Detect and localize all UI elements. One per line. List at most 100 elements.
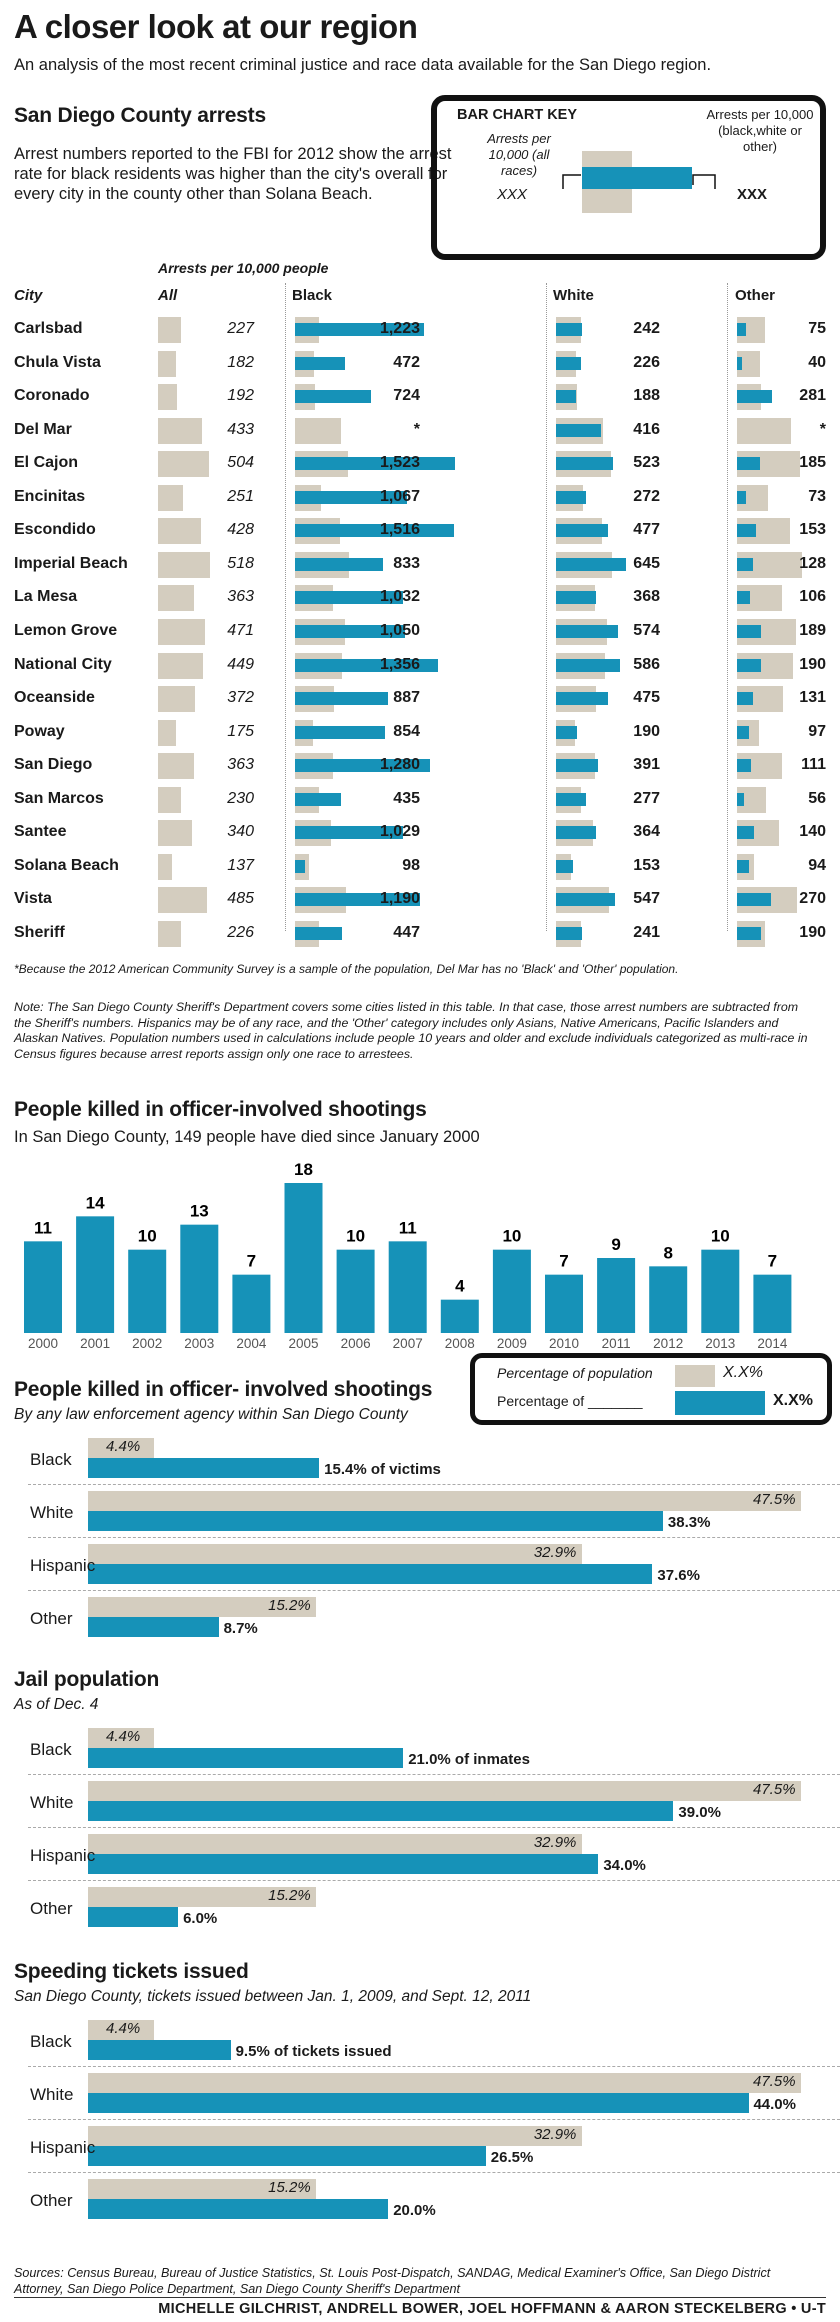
col-city: City <box>14 287 43 304</box>
city-name: Santee <box>14 823 67 841</box>
white-value: 523 <box>633 454 660 472</box>
pop-label: 47.5% <box>753 2073 796 2090</box>
all-value: 251 <box>227 487 254 505</box>
race-label: Other <box>30 1899 73 1918</box>
black-value: 724 <box>393 387 420 405</box>
divider <box>546 283 547 931</box>
arrest-row: Coronado 192 724 188 281 <box>0 380 840 413</box>
all-value: 485 <box>227 890 254 908</box>
value-bar <box>88 1511 663 1531</box>
white-bar <box>556 625 619 638</box>
year-bar <box>388 1241 427 1333</box>
year-value-label: 9 <box>611 1235 620 1254</box>
all-value: 192 <box>227 387 254 405</box>
arrest-row: Lemon Grove 471 1,050 574 189 <box>0 615 840 648</box>
other-value: 97 <box>808 722 826 740</box>
pop-bar <box>88 1491 801 1511</box>
city-name: La Mesa <box>14 588 78 606</box>
all-value: 518 <box>227 554 254 572</box>
white-value: 477 <box>633 521 660 539</box>
key-pointers <box>562 174 716 189</box>
legend-pop-label: Percentage of population <box>497 1365 653 1381</box>
value-bar <box>88 1748 404 1768</box>
other-value: 40 <box>808 353 826 371</box>
legend-pct-label: Percentage of _______ <box>497 1393 643 1409</box>
pop-bar <box>88 2126 582 2146</box>
other-value: 190 <box>799 655 826 673</box>
white-value: 364 <box>633 823 660 841</box>
all-bar <box>158 451 209 478</box>
white-value: 391 <box>633 756 660 774</box>
value-label: 26.5% <box>490 2149 534 2166</box>
arrest-row: Chula Vista 182 472 226 40 <box>0 347 840 380</box>
city-name: Chula Vista <box>14 353 101 371</box>
legend-pop-swatch <box>675 1365 715 1387</box>
year-label: 2004 <box>236 1336 267 1350</box>
value-bar <box>88 2199 389 2219</box>
value-bar <box>88 2146 486 2166</box>
other-value: 189 <box>799 622 826 639</box>
value-bar <box>88 1617 219 1637</box>
year-bar <box>76 1216 115 1333</box>
black-value: 833 <box>393 554 420 572</box>
black-value: * <box>413 420 420 438</box>
white-bar <box>556 423 602 437</box>
arrest-row: Imperial Beach 518 833 645 128 <box>0 548 840 581</box>
all-value: 433 <box>227 420 254 438</box>
value-label: 37.6% <box>657 1567 700 1584</box>
value-bar <box>88 1907 179 1927</box>
value-label: 34.0% <box>603 1857 646 1874</box>
arrest-row: Sheriff 226 447 241 190 <box>0 917 840 950</box>
all-bar <box>158 585 195 612</box>
black-bar <box>295 323 424 336</box>
other-bar <box>737 490 747 504</box>
other-bar <box>737 658 761 672</box>
value-bar <box>88 1458 320 1478</box>
black-value: 1,356 <box>379 655 420 673</box>
other-bar <box>737 692 754 705</box>
credit-rule <box>14 2297 826 2298</box>
other-bar <box>737 524 757 538</box>
year-label: 2006 <box>341 1336 371 1350</box>
all-bar <box>158 384 178 411</box>
arrest-row: Santee 340 1,029 364 140 <box>0 816 840 849</box>
other-value: 140 <box>799 823 826 841</box>
other-bar <box>737 625 761 638</box>
row-separator <box>28 2172 840 2173</box>
pop-bar <box>88 1438 154 1458</box>
other-bar <box>737 356 742 370</box>
pop-bar <box>88 1887 317 1907</box>
year-value-label: 14 <box>86 1193 105 1212</box>
white-bar <box>556 490 586 504</box>
city-name: Sheriff <box>14 923 65 941</box>
legend-pop-value: X.X% <box>723 1364 764 1381</box>
city-name: Imperial Beach <box>14 554 128 572</box>
other-value: 106 <box>799 588 826 606</box>
city-name: Poway <box>14 722 65 740</box>
race-label: Hispanic <box>30 1556 96 1575</box>
year-value-label: 13 <box>190 1202 209 1221</box>
arrests-footnote: *Because the 2012 American Community Sur… <box>14 962 679 976</box>
white-bar <box>556 457 613 471</box>
year-label: 2005 <box>288 1336 318 1350</box>
pop-label: 4.4% <box>106 2020 141 2037</box>
white-bar <box>556 792 587 806</box>
black-bar <box>295 926 342 940</box>
jail-subtitle: As of Dec. 4 <box>14 1696 99 1713</box>
race-label: Hispanic <box>30 1846 96 1865</box>
black-value: 1,190 <box>379 890 420 908</box>
other-bar <box>737 725 750 739</box>
year-bar <box>597 1258 636 1333</box>
arrest-row: Oceanside 372 887 475 131 <box>0 682 840 715</box>
arrest-row: San Diego 363 1,280 391 111 <box>0 749 840 782</box>
white-value: 241 <box>633 923 660 941</box>
page-subtitle: An analysis of the most recent criminal … <box>14 56 712 74</box>
year-bar <box>180 1224 219 1333</box>
key-right-value: XXX <box>737 186 768 203</box>
other-value: 56 <box>808 789 826 807</box>
city-name: San Diego <box>14 756 93 774</box>
pop-bar <box>88 1728 154 1748</box>
year-value-label: 8 <box>663 1243 672 1262</box>
race-label: White <box>30 1793 74 1812</box>
other-bar <box>737 859 749 873</box>
